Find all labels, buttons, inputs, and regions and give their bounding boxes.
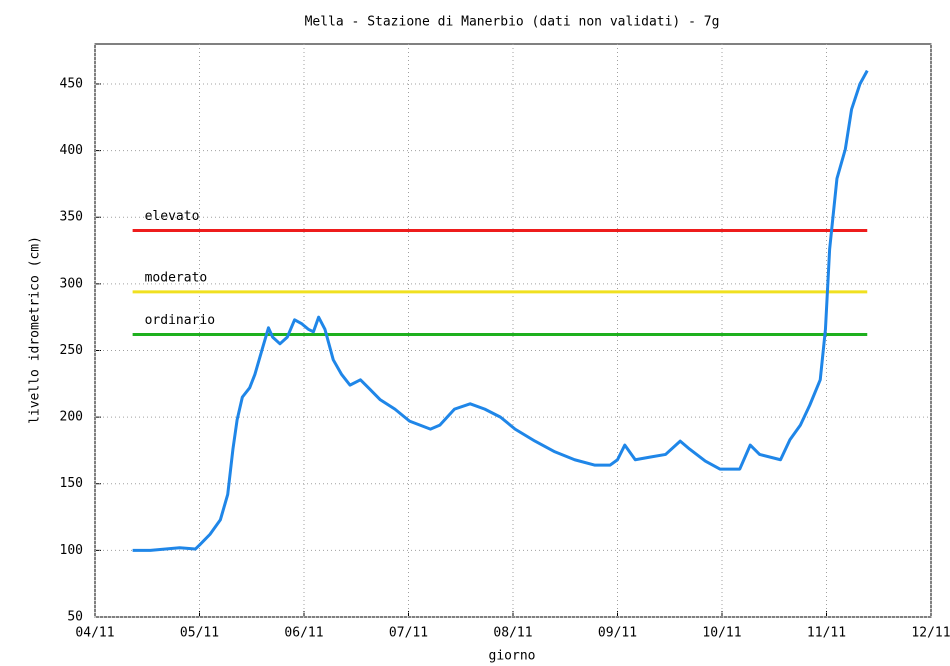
y-tick-label: 400 [60,143,83,158]
y-tick-label: 250 [60,343,83,358]
x-tick-label: 11/11 [807,626,846,641]
threshold-label: elevato [145,209,200,224]
y-tick-label: 100 [60,543,83,558]
x-tick-label: 09/11 [598,626,637,641]
y-tick-label: 150 [60,476,83,491]
threshold-label: ordinario [145,313,215,328]
x-axis-label: giorno [489,649,536,664]
x-tick-label: 06/11 [284,626,323,641]
y-tick-label: 300 [60,276,83,291]
x-tick-label: 07/11 [389,626,428,641]
y-tick-label: 200 [60,410,83,425]
x-tick-label: 08/11 [493,626,532,641]
x-tick-label: 12/11 [911,626,950,641]
y-tick-label: 50 [67,610,83,625]
plot-frame [94,43,932,618]
x-tick-label: 04/11 [75,626,114,641]
x-tick-label: 10/11 [702,626,741,641]
chart-title: Mella - Stazione di Manerbio (dati non v… [305,15,720,30]
y-tick-label: 350 [60,210,83,225]
y-tick-label: 450 [60,76,83,91]
y-axis-label: livello idrometrico (cm) [28,236,43,424]
data-line [132,69,869,552]
threshold-label: moderato [145,270,208,285]
x-tick-label: 05/11 [180,626,219,641]
